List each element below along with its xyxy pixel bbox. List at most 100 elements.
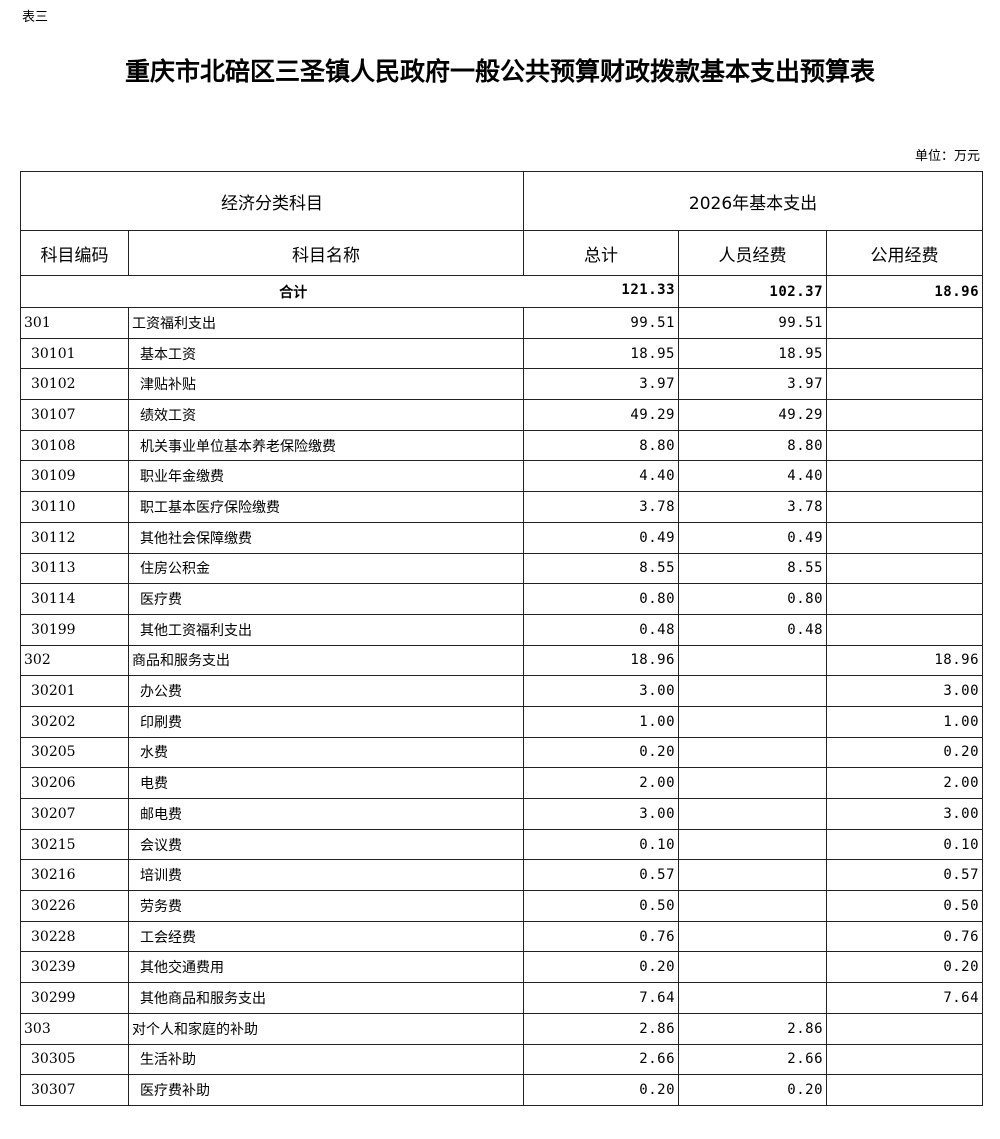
cell-name: 培训费 (128, 859, 524, 892)
cell-total: 3.00 (523, 798, 679, 830)
table-row: 30216 培训费 0.57 0.57 (20, 859, 984, 892)
cell-name: 对个人和家庭的补助 (128, 1012, 524, 1045)
table-row: 30202 印刷费 1.00 1.00 (20, 705, 984, 738)
cell-public (825, 1012, 984, 1045)
cell-name: 职工基本医疗保险缴费 (128, 491, 524, 523)
cell-code: 30215 (20, 828, 129, 861)
cell-name: 其他社会保障缴费 (128, 521, 524, 554)
cell-public (825, 491, 984, 523)
cell-personnel: 99.51 (678, 307, 827, 339)
cell-personnel: 0.20 (678, 1074, 827, 1106)
cell-code: 30112 (20, 521, 129, 554)
cell-name: 邮电费 (128, 798, 524, 830)
cell-personnel: 2.66 (678, 1043, 827, 1076)
table-row: 30226 劳务费 0.50 0.50 (20, 890, 984, 922)
cell-personnel: 2.86 (678, 1012, 827, 1045)
cell-personnel (678, 982, 827, 1014)
cell-code: 30199 (20, 613, 129, 646)
cell-public (825, 460, 984, 493)
header-economic-category: 经济分类科目 (20, 171, 524, 231)
cell-code: 30107 (20, 399, 129, 431)
cell-total: 2.00 (523, 767, 679, 799)
cell-code: 30201 (20, 675, 129, 707)
cell-name: 工会经费 (128, 920, 524, 953)
cell-code: 30307 (20, 1074, 129, 1106)
table-row: 30109 职业年金缴费 4.40 4.40 (20, 460, 984, 493)
cell-total: 3.78 (523, 491, 679, 523)
cell-total: 0.80 (523, 583, 679, 615)
cell-name: 医疗费补助 (128, 1074, 524, 1106)
cell-personnel (678, 828, 827, 861)
cell-code: 30226 (20, 890, 129, 922)
unit-label: 单位：万元 (914, 149, 980, 164)
cell-name: 电费 (128, 767, 524, 799)
header-row-columns: 科目编码 科目名称 总计 人员经费 公用经费 (20, 230, 984, 276)
cell-code: 30101 (20, 337, 129, 370)
cell-total: 2.66 (523, 1043, 679, 1076)
table-row: 30205 水费 0.20 0.20 (20, 736, 984, 769)
cell-personnel (678, 675, 827, 707)
cell-public (825, 1043, 984, 1076)
cell-code: 30205 (20, 736, 129, 769)
cell-code: 30299 (20, 982, 129, 1014)
cell-name: 劳务费 (128, 890, 524, 922)
cell-total: 7.64 (523, 982, 679, 1014)
table-row: 30215 会议费 0.10 0.10 (20, 828, 984, 861)
cell-total: 0.10 (523, 828, 679, 861)
cell-name: 生活补助 (128, 1043, 524, 1076)
table-row: 303 对个人和家庭的补助 2.86 2.86 (20, 1012, 984, 1045)
cell-code: 30114 (20, 583, 129, 615)
cell-public (825, 613, 984, 646)
cell-personnel (678, 736, 827, 769)
cell-public (825, 337, 984, 370)
table-row: 30114 医疗费 0.80 0.80 (20, 583, 984, 615)
cell-personnel (678, 951, 827, 984)
cell-name: 会议费 (128, 828, 524, 861)
cell-name: 住房公积金 (128, 552, 524, 585)
table-row: 30207 邮电费 3.00 3.00 (20, 798, 984, 830)
cell-total: 99.51 (523, 307, 679, 339)
cell-name: 基本工资 (128, 337, 524, 370)
cell-name: 机关事业单位基本养老保险缴费 (128, 429, 524, 462)
table-row: 30239 其他交通费用 0.20 0.20 (20, 951, 984, 984)
cell-code: 303 (20, 1012, 129, 1045)
cell-name: 绩效工资 (128, 399, 524, 431)
cell-public: 2.00 (825, 767, 984, 799)
cell-personnel (678, 890, 827, 922)
table-row: 30307 医疗费补助 0.20 0.20 (20, 1074, 984, 1106)
cell-public (825, 399, 984, 431)
cell-personnel: 0.48 (678, 613, 827, 646)
cell-code: 30110 (20, 491, 129, 523)
table-row: 30113 住房公积金 8.55 8.55 (20, 552, 984, 585)
cell-public: 1.00 (825, 705, 984, 738)
cell-personnel: 3.97 (678, 368, 827, 401)
total-total: 121.33 (621, 281, 675, 298)
header-name: 科目名称 (128, 230, 524, 276)
cell-code: 302 (20, 644, 129, 677)
cell-code: 30206 (20, 767, 129, 799)
budget-table: 经济分类科目 2026年基本支出 科目编码 科目名称 总计 人员经费 公用经费 … (20, 171, 984, 1106)
cell-total: 3.97 (523, 368, 679, 401)
table-row: 30206 电费 2.00 2.00 (20, 767, 984, 799)
table-row: 30199 其他工资福利支出 0.48 0.48 (20, 613, 984, 646)
cell-personnel: 0.49 (678, 521, 827, 554)
cell-code: 30109 (20, 460, 129, 493)
table-row: 30112 其他社会保障缴费 0.49 0.49 (20, 521, 984, 554)
cell-public: 0.57 (825, 859, 984, 892)
cell-name: 印刷费 (128, 705, 524, 738)
table-row: 301 工资福利支出 99.51 99.51 (20, 307, 984, 339)
cell-public (825, 429, 984, 462)
cell-total: 0.57 (523, 859, 679, 892)
cell-public: 0.20 (825, 736, 984, 769)
cell-total: 4.40 (523, 460, 679, 493)
cell-name: 水费 (128, 736, 524, 769)
cell-name: 其他商品和服务支出 (128, 982, 524, 1014)
cell-code: 30113 (20, 552, 129, 585)
cell-personnel (678, 798, 827, 830)
table-row: 30107 绩效工资 49.29 49.29 (20, 399, 984, 431)
cell-total: 0.50 (523, 890, 679, 922)
cell-total: 0.49 (523, 521, 679, 554)
cell-public (825, 583, 984, 615)
cell-code: 30207 (20, 798, 129, 830)
header-basic-expenditure: 2026年基本支出 (522, 171, 984, 231)
